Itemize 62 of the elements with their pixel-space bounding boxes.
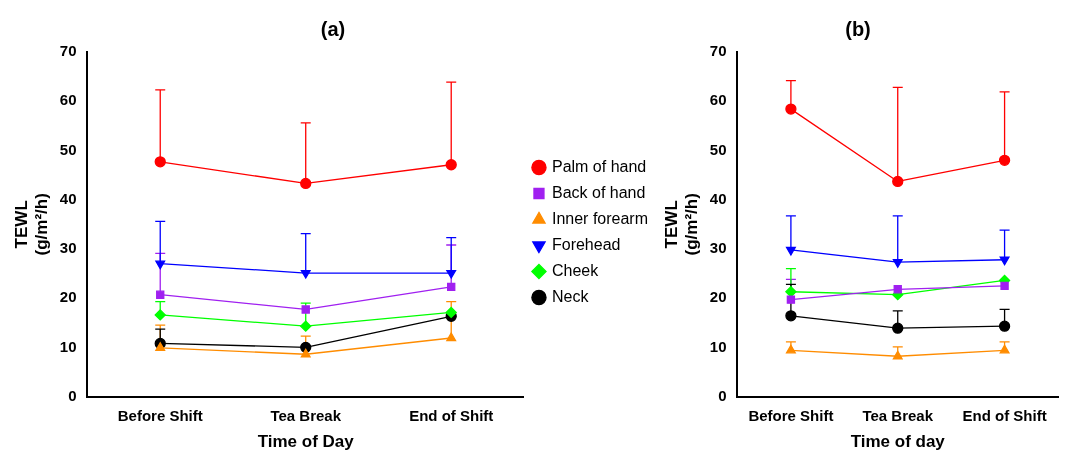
y-tick-label: 0 [718,386,727,404]
y-tick-label: 20 [709,288,727,306]
legend-label: Cheek [551,261,600,279]
point [998,154,1011,166]
y-axis-title: TEWL (g/m²/h) [661,193,702,256]
y-tick-label: 40 [709,189,727,207]
point [1000,281,1009,291]
point [445,306,457,319]
point [154,156,166,168]
point [155,260,166,270]
point [446,269,457,279]
point [300,177,312,190]
y-tick-label: 60 [709,91,727,109]
x-tick-label: Before Shift [748,406,834,424]
x-axis-title: Time of day [850,432,946,452]
point [445,159,457,171]
y-tick-label: 50 [59,140,77,158]
legend-label: Neck [551,287,590,305]
point [156,290,165,299]
x-axis-title: Time of Day [257,432,355,452]
y-tick-label: 10 [59,337,77,355]
point [301,305,310,314]
point [999,256,1010,266]
point [998,320,1011,332]
y-tick-label: 20 [59,288,77,306]
point [785,310,797,322]
point [892,259,903,268]
y-axis-title: TEWL (g/m²/h) [11,193,52,256]
point [155,342,166,352]
legend-label: Forehead [551,235,621,253]
point [785,246,796,256]
y-tick-label: 0 [68,386,77,404]
point [300,348,311,358]
y-tick-label: 50 [709,140,727,158]
x-tick-label: Tea Break [270,406,342,424]
point [154,309,166,321]
y-tick-label: 60 [59,91,77,109]
y-tick-label: 70 [59,42,77,60]
x-tick-label: End of Shift [962,406,1047,424]
y-tick-label: 10 [709,337,727,355]
point [300,320,312,332]
point [786,295,796,304]
x-tick-label: Before Shift [117,406,203,424]
x-tick-label: End of Shift [409,406,494,424]
point [893,285,902,294]
point [447,282,456,292]
chart-title: (b) [845,17,871,40]
point [446,332,457,342]
point [892,322,904,334]
point [785,103,797,115]
point [892,175,904,188]
point [892,350,903,360]
legend-label: Palm of hand [551,157,647,175]
y-tick-label: 30 [59,239,77,257]
x-tick-label: Tea Break [862,406,934,424]
y-tick-label: 70 [709,42,727,60]
chart-title: (a) [320,17,346,40]
legend-label: Inner forearm [551,209,649,227]
point [300,269,311,279]
y-tick-label: 40 [59,189,77,207]
y-tick-label: 30 [709,239,727,257]
legend-label: Back of hand [551,183,646,201]
